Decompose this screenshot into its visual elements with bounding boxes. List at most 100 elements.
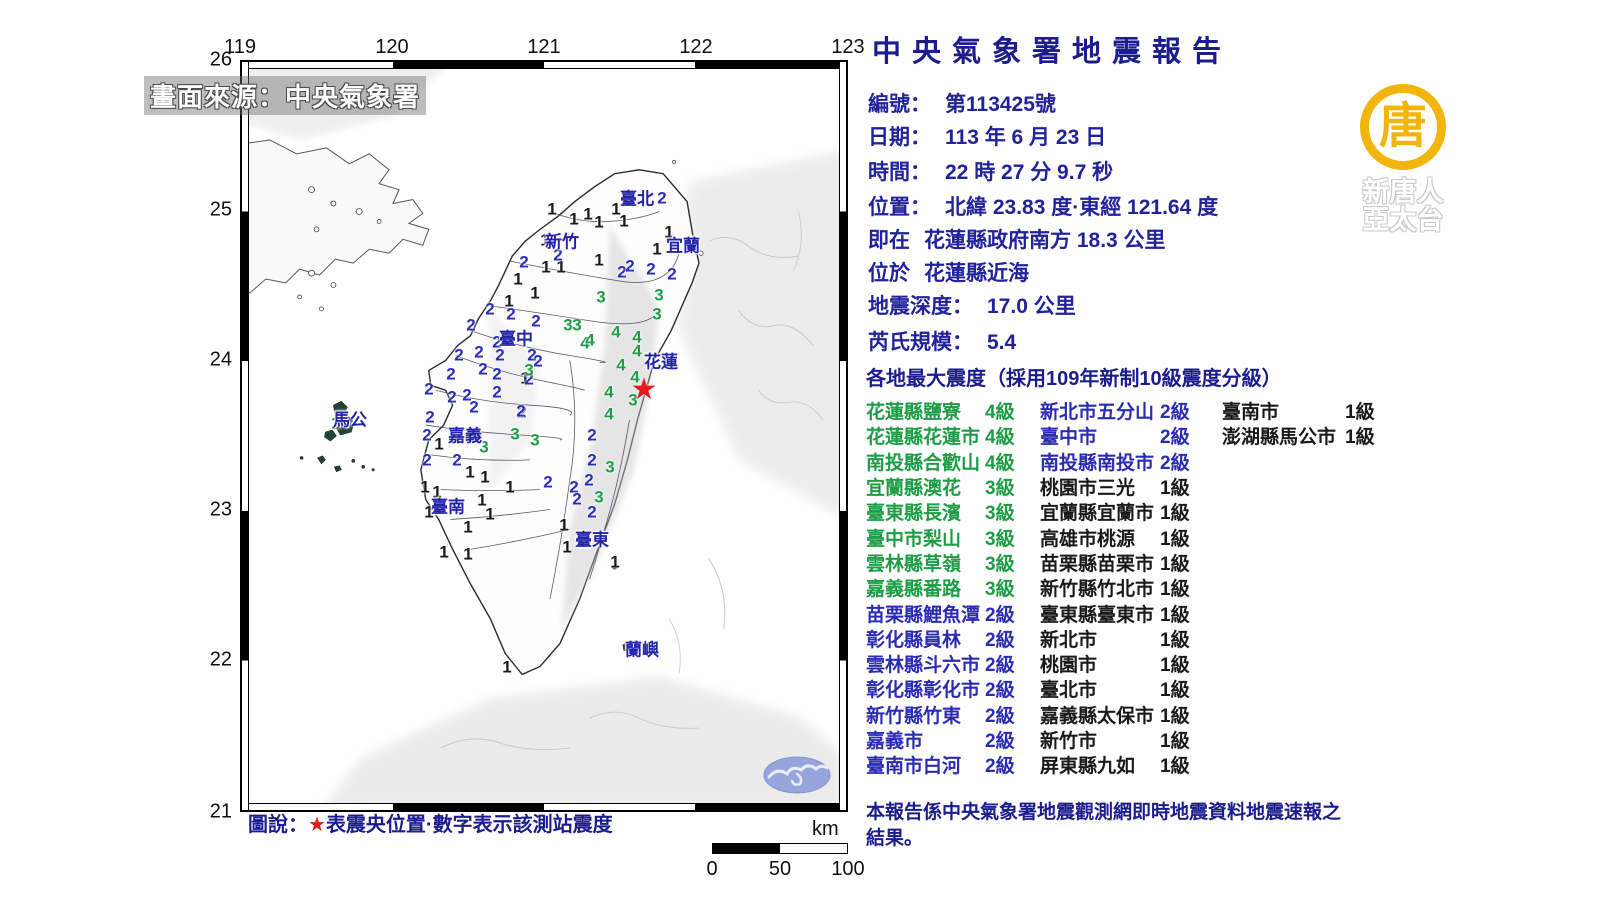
report-field: 芮氏規模： 5.4 — [868, 331, 1017, 354]
station-intensity-marker: 1 — [610, 552, 620, 572]
taiwan-terrain-svg — [242, 62, 846, 810]
ntd-text-line2: 亞太台 — [1362, 205, 1444, 236]
intensity-row: 花蓮縣花蓮市 4級 — [866, 427, 1015, 449]
station-intensity-marker: 2 — [543, 472, 553, 492]
report-field: 即在 花蓮縣政府南方 18.3 公里 — [868, 229, 1166, 252]
station-intensity-marker: 1 — [520, 368, 530, 388]
station-intensity-marker: 1 — [465, 462, 475, 482]
station-intensity-marker: 1 — [434, 434, 444, 454]
station-intensity-marker: 2 — [466, 315, 476, 335]
intensity-row: 宜蘭縣澳花 3級 — [866, 478, 1015, 500]
station-intensity-marker: 1 — [611, 199, 621, 219]
station-intensity-marker: 1 — [594, 250, 604, 270]
intensity-row: 嘉義縣番路 3級 — [866, 579, 1015, 601]
station-intensity-marker: 2 — [469, 397, 479, 417]
station-intensity-marker: 2 — [572, 489, 582, 509]
report-field: 日期： 113 年 6 月 23 日 — [868, 126, 1107, 149]
report-field: 編號： 第113425號 — [868, 93, 1056, 116]
frame-border-left — [242, 62, 249, 810]
station-intensity-marker: 3 — [652, 304, 662, 324]
station-intensity-marker: 2 — [569, 477, 579, 497]
station-intensity-marker: 2 — [492, 382, 502, 402]
lon-tick-123: 123 — [831, 36, 865, 58]
station-intensity-marker: 2 — [422, 450, 432, 470]
intensity-row: 新竹市 1級 — [1040, 731, 1190, 753]
lat-tick-26: 26 — [209, 48, 232, 71]
city-label-臺中: 臺中 — [499, 329, 533, 349]
lat-tick-23: 23 — [209, 498, 232, 521]
lon-tick-122: 122 — [679, 36, 713, 58]
station-intensity-marker: 3 — [572, 315, 582, 335]
station-intensity-marker: 1 — [652, 239, 662, 259]
station-intensity-marker: 1 — [583, 204, 593, 224]
station-intensity-marker: 1 — [513, 269, 523, 289]
intensity-row: 臺南市 1級 — [1222, 402, 1375, 424]
station-intensity-marker: 3 — [524, 360, 534, 380]
report-field: 時間： 22 時 27 分 9.7 秒 — [868, 161, 1114, 184]
station-intensity-marker: 2 — [492, 332, 502, 352]
station-intensity-marker: 4 — [632, 327, 642, 347]
station-intensity-marker: 2 — [495, 345, 505, 365]
station-intensity-marker: 1 — [331, 413, 341, 433]
intensity-row: 雲林縣斗六市 2級 — [866, 655, 1015, 677]
station-intensity-marker: 1 — [556, 257, 566, 277]
station-intensity-marker: 1 — [485, 504, 495, 524]
station-intensity-marker: 2 — [646, 259, 656, 279]
station-intensity-marker: 4 — [604, 382, 614, 402]
intensity-row: 新竹縣竹東 2級 — [866, 705, 1015, 727]
station-intensity-marker: 1 — [664, 222, 674, 242]
report-footnote: 本報告係中央氣象署地震觀測網即時地震資料地震速報之結果。 — [866, 802, 1342, 850]
station-intensity-marker: 2 — [531, 311, 541, 331]
intensity-row: 新竹縣竹北市 1級 — [1040, 579, 1190, 601]
station-intensity-marker: 1 — [480, 467, 490, 487]
scalebar — [712, 843, 848, 854]
station-intensity-marker: 3 — [654, 285, 664, 305]
station-intensity-marker: 2 — [584, 470, 594, 490]
ntd-emblem-char: 唐 — [1378, 100, 1427, 153]
station-intensity-marker: 2 — [452, 425, 462, 445]
lat-tick-24: 24 — [209, 348, 232, 371]
station-intensity-marker: 1 — [424, 502, 434, 522]
intensity-section-header: 各地最大震度（採用109年新制10級震度分級） — [866, 368, 1282, 390]
scalebar-tick-50: 50 — [768, 858, 792, 880]
ntd-text-line1: 新唐人 — [1362, 177, 1444, 207]
source-watermark: 畫面來源：中央氣象署 — [144, 76, 427, 115]
cwa-wave-logo-watermark — [763, 756, 831, 794]
station-intensity-marker: 1 — [439, 542, 449, 562]
station-intensity-marker: 2 — [517, 402, 527, 422]
intensity-row: 臺東縣長濱 3級 — [866, 503, 1015, 525]
city-label-臺北: 臺北 — [620, 189, 654, 209]
intensity-column-2: 新北市五分山 2級 臺中市 2級 南投縣南投市 2級 桃園市三光 1級 宜蘭縣宜蘭市 1級 高雄市桃… — [1040, 398, 1190, 777]
station-intensity-marker: 2 — [478, 359, 488, 379]
station-intensity-marker: 2 — [485, 299, 495, 319]
lon-tick-120: 120 — [375, 36, 409, 58]
station-intensity-marker: 4 — [611, 322, 621, 342]
station-intensity-marker: 3 — [530, 430, 540, 450]
legend-text: 表震央位置·數字表示該測站震度 — [325, 814, 613, 836]
station-intensity-marker: 2 — [657, 188, 667, 208]
intensity-row: 彰化縣彰化市 2級 — [866, 680, 1015, 702]
station-intensity-marker: 1 — [547, 199, 557, 219]
station-intensity-marker: 2 — [524, 369, 534, 389]
station-intensity-marker: 2 — [452, 450, 462, 470]
intensity-row: 屏東縣九如 1級 — [1040, 756, 1190, 778]
penghu-islands — [299, 400, 375, 473]
station-intensity-marker: 2 — [533, 351, 543, 371]
station-intensity-marker: 1 — [594, 212, 604, 232]
ntd-logo-text: 新唐人 亞太台 — [1348, 178, 1458, 235]
station-intensity-marker: 4 — [616, 355, 626, 375]
intensity-row: 苗栗縣苗栗市 1級 — [1040, 553, 1190, 575]
intensity-row: 臺北市 1級 — [1040, 680, 1190, 702]
frame-border-right — [839, 62, 846, 810]
station-intensity-marker: 2 — [446, 364, 456, 384]
city-label-蘭嶼: 蘭嶼 — [625, 640, 659, 660]
city-label-臺東: 臺東 — [575, 530, 609, 550]
scalebar-tick-100: 100 — [831, 858, 865, 880]
intensity-row: 新北市五分山 2級 — [1040, 402, 1190, 424]
lat-tick-21: 21 — [209, 800, 232, 823]
intensity-row: 花蓮縣鹽寮 4級 — [866, 402, 1015, 424]
map-legend: 圖說：★表震央位置·數字表示該測站震度 — [248, 808, 613, 837]
intensity-row: 桃園市三光 1級 — [1040, 478, 1190, 500]
intensity-row: 桃園市 1級 — [1040, 655, 1190, 677]
